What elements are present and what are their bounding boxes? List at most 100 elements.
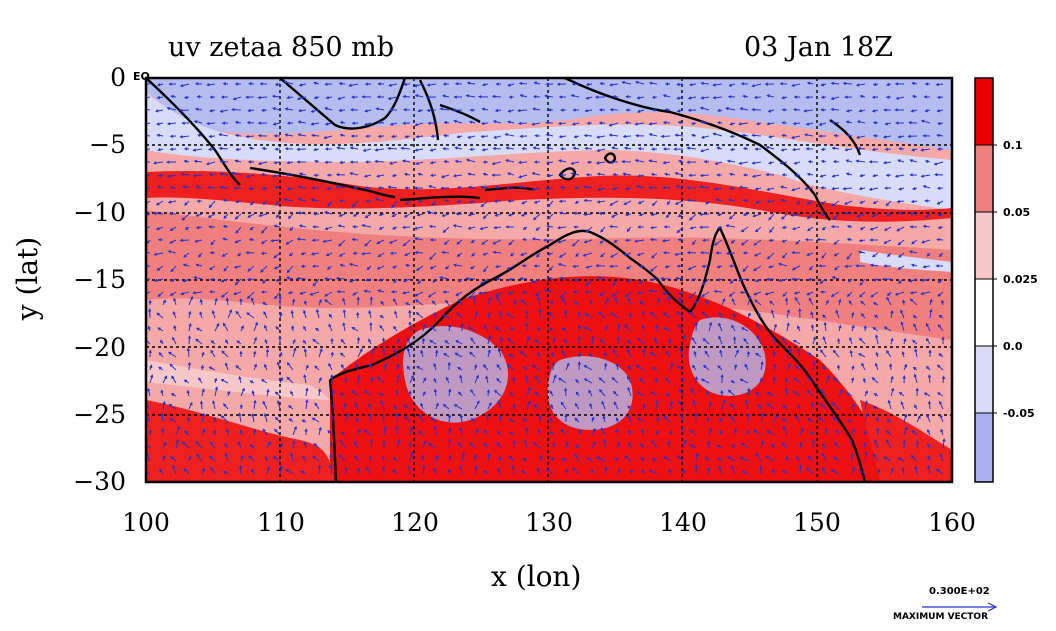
- wind-vector: [357, 348, 363, 358]
- wind-vector: [445, 265, 450, 270]
- wind-vector: [429, 340, 437, 345]
- wind-vector: [393, 325, 398, 332]
- wind-vector: [907, 134, 918, 138]
- wind-vector: [937, 291, 944, 297]
- wind-vector: [444, 340, 450, 345]
- wind-vector: [340, 431, 346, 436]
- wind-vector: [274, 391, 281, 397]
- wind-vector: [686, 251, 697, 255]
- wind-vector: [454, 352, 463, 358]
- wind-vector: [392, 265, 398, 269]
- wind-vector: [153, 161, 164, 165]
- wind-vector: [640, 456, 645, 462]
- wind-vector: [498, 455, 502, 462]
- wind-vector: [433, 388, 437, 397]
- wind-vector: [563, 387, 568, 397]
- wind-vector: [253, 336, 257, 345]
- wind-vector: [274, 291, 281, 300]
- wind-vector: [458, 391, 463, 397]
- wind-vector: [663, 312, 671, 319]
- negative-vorticity-region: [146, 92, 952, 210]
- wind-vector: [886, 296, 892, 306]
- wind-vector: [492, 239, 502, 245]
- wind-vector: [519, 350, 528, 358]
- wind-vector: [481, 239, 489, 245]
- wind-vector: [380, 400, 385, 410]
- wind-vector: [162, 455, 166, 462]
- wind-vector: [483, 470, 489, 475]
- wind-vector: [780, 148, 788, 152]
- gridlines: [146, 78, 952, 482]
- wind-vector: [663, 415, 671, 423]
- wind-vector: [146, 251, 151, 254]
- wind-vector: [807, 456, 814, 462]
- wind-vector: [356, 336, 361, 345]
- wind-vector: [292, 298, 296, 306]
- wind-vector: [249, 444, 255, 449]
- wind-vector: [656, 297, 661, 306]
- wind-vector: [536, 326, 541, 332]
- wind-vector: [395, 389, 399, 397]
- wind-vector: [388, 83, 398, 87]
- wind-vector: [404, 415, 411, 423]
- wind-vector: [310, 122, 320, 126]
- wind-vector: [538, 308, 542, 319]
- wind-vector: [396, 363, 400, 371]
- wind-vector: [872, 405, 879, 410]
- wind-vector: [375, 197, 385, 202]
- wind-vector: [914, 404, 918, 410]
- wind-vector: [856, 120, 866, 124]
- wind-vector: [497, 400, 502, 410]
- wind-vector: [651, 458, 658, 462]
- wind-vector: [445, 376, 450, 384]
- wind-vector: [897, 278, 905, 284]
- wind-vector: [651, 367, 658, 371]
- wind-vector: [394, 310, 398, 319]
- wind-vector: [791, 83, 801, 87]
- wind-vector: [442, 314, 450, 319]
- wind-vector: [564, 468, 569, 475]
- wind-vector: [222, 198, 229, 202]
- wind-vector: [292, 440, 296, 449]
- wind-vector: [721, 399, 726, 410]
- wind-vector: [731, 298, 736, 306]
- wind-vector: [716, 457, 723, 462]
- wind-vector: [758, 312, 762, 319]
- wind-vector: [442, 82, 450, 86]
- wind-vector: [466, 81, 476, 85]
- wind-vector: [448, 438, 452, 449]
- wind-vector: [799, 441, 803, 449]
- wind-vector: [473, 454, 478, 462]
- wind-vector: [688, 311, 697, 319]
- wind-vector: [548, 265, 554, 272]
- wind-vector: [498, 415, 502, 423]
- wind-vector: [922, 134, 931, 138]
- wind-vector: [603, 362, 608, 371]
- wind-vector: [851, 365, 855, 371]
- wind-vector: [544, 94, 554, 98]
- wind-vector: [238, 375, 242, 384]
- wind-vector: [326, 173, 333, 177]
- wind-vector: [208, 134, 216, 139]
- wind-vector: [183, 468, 190, 475]
- wind-vector: [738, 122, 749, 126]
- wind-vector: [678, 291, 684, 295]
- wind-vector: [664, 265, 671, 269]
- wind-vector: [221, 291, 229, 298]
- wind-vector: [494, 185, 502, 189]
- wind-vector: [832, 160, 840, 164]
- wind-vector: [857, 146, 866, 151]
- wind-vector: [258, 213, 268, 218]
- wind-vector: [303, 300, 308, 306]
- wind-vector: [766, 94, 775, 98]
- wind-vector: [903, 413, 908, 423]
- wind-vector: [426, 108, 437, 113]
- wind-vector: [883, 239, 892, 244]
- wind-vector: [519, 94, 528, 98]
- wind-vector: [523, 366, 528, 371]
- wind-vector: [627, 365, 632, 371]
- wind-vector: [681, 376, 685, 384]
- wind-vector: [219, 159, 229, 164]
- wind-vector: [395, 412, 399, 423]
- wind-vector: [209, 95, 216, 99]
